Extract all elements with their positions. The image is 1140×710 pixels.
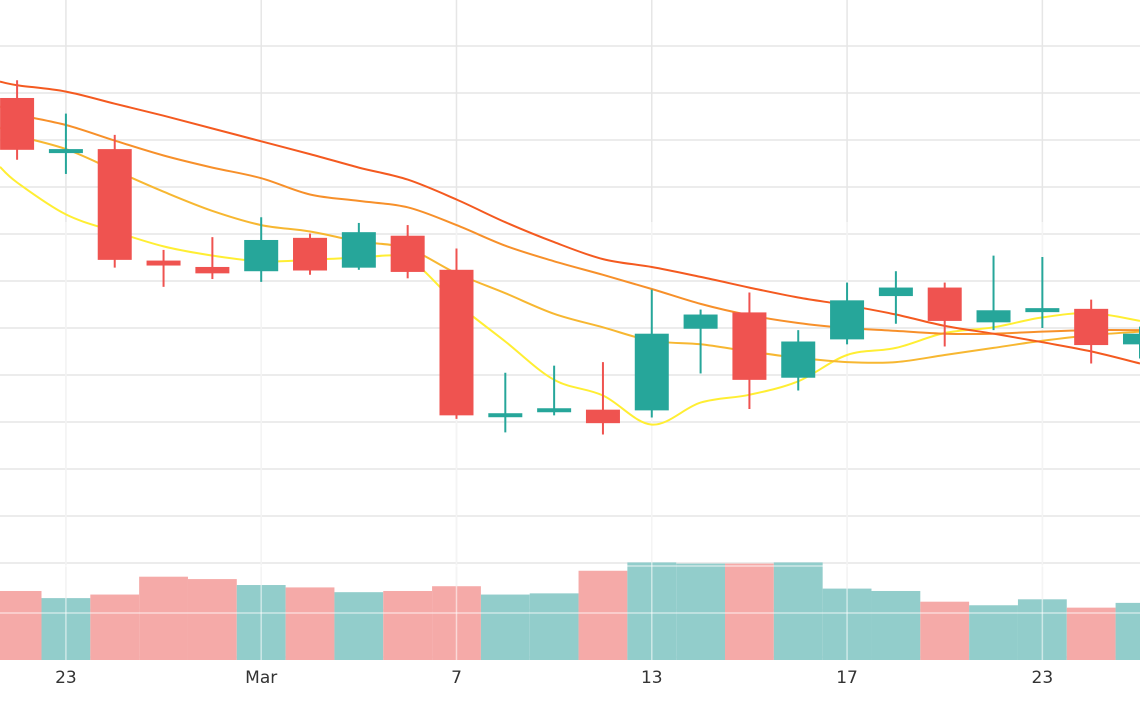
- candle-body: [97, 149, 132, 260]
- volume-bar: [480, 594, 530, 660]
- x-tick-label: 23: [55, 668, 77, 688]
- candle: [732, 292, 767, 409]
- candle-body: [781, 341, 816, 378]
- moving-average-line: [0, 126, 1140, 364]
- candle: [634, 289, 669, 418]
- candle-body: [390, 235, 425, 272]
- volume-bar: [0, 590, 42, 660]
- moving-average-lines: [0, 80, 1140, 426]
- candle-body: [585, 409, 620, 424]
- volume-bar: [285, 587, 335, 660]
- volume-bars: [0, 222, 1140, 660]
- volume-bar: [139, 576, 188, 660]
- candles: [0, 80, 1140, 435]
- candle-body: [341, 232, 376, 268]
- candle: [830, 282, 865, 345]
- x-tick-label: Mar: [245, 668, 277, 688]
- volume-bar: [334, 592, 384, 660]
- candle-body: [976, 310, 1011, 323]
- candle-body: [927, 287, 962, 321]
- volume-bar: [187, 579, 237, 660]
- volume-bar: [871, 590, 921, 660]
- candle: [48, 113, 83, 174]
- volume-bar: [578, 570, 628, 660]
- candle-body: [48, 149, 83, 154]
- candle: [195, 237, 230, 280]
- candle-body: [1025, 308, 1060, 313]
- volume-bar: [1115, 602, 1140, 660]
- volume-bar: [773, 562, 823, 660]
- volume-bar: [1066, 607, 1116, 660]
- candle: [390, 225, 425, 279]
- candle-body: [830, 300, 865, 340]
- x-tick-label: 13: [641, 668, 663, 688]
- candle: [976, 255, 1011, 331]
- volume-bar: [725, 563, 774, 660]
- candle: [1074, 299, 1109, 364]
- candle-body: [244, 239, 279, 272]
- x-tick-label: 7: [451, 668, 462, 688]
- candle: [1025, 257, 1060, 329]
- candle: [927, 282, 962, 347]
- candle: [244, 217, 279, 282]
- candle: [488, 372, 523, 433]
- candle-body: [0, 97, 35, 150]
- candle-body: [537, 408, 572, 413]
- candle: [683, 309, 718, 374]
- volume-bar: [383, 590, 433, 660]
- candle-body: [293, 237, 328, 271]
- candle-body: [146, 260, 181, 266]
- volume-bar: [676, 563, 726, 660]
- candle: [293, 233, 328, 275]
- moving-average-line: [0, 166, 1140, 426]
- candle: [146, 249, 181, 287]
- candle: [97, 134, 132, 268]
- candle: [0, 80, 35, 160]
- candle: [537, 365, 572, 416]
- candle: [1123, 326, 1140, 359]
- x-tick-label: 23: [1032, 668, 1054, 688]
- candle-body: [878, 287, 913, 297]
- candle-body: [195, 266, 230, 274]
- volume-bar: [920, 601, 970, 660]
- candle-body: [1123, 333, 1140, 345]
- moving-average-line: [0, 80, 1140, 365]
- volume-bar: [90, 594, 140, 660]
- candle: [585, 362, 620, 435]
- volume-bar: [529, 593, 579, 660]
- x-tick-label: 17: [836, 668, 858, 688]
- candle-body: [634, 333, 669, 411]
- x-axis: 23 Mar 7 13 17 23: [55, 668, 1053, 688]
- candle: [878, 271, 913, 324]
- candle-body: [683, 314, 718, 329]
- candle: [781, 330, 816, 391]
- candle-body: [488, 413, 523, 418]
- volume-bar: [969, 605, 1018, 660]
- candle: [439, 248, 474, 419]
- candle-body: [732, 312, 767, 380]
- candle-body: [439, 269, 474, 416]
- candle-body: [1074, 308, 1109, 346]
- candle: [341, 222, 376, 270]
